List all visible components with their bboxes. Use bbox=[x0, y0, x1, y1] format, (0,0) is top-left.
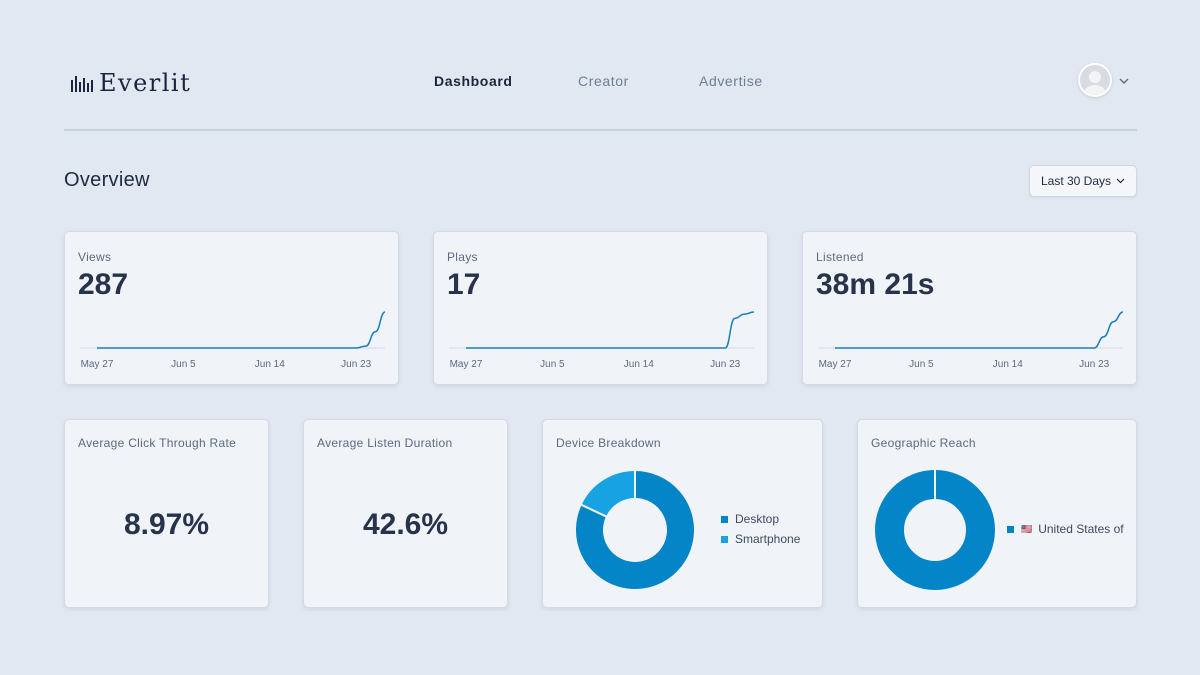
ctr-label: Average Click Through Rate bbox=[78, 436, 237, 450]
x-tick-label: May 27 bbox=[819, 359, 852, 370]
legend-label: United States of bbox=[1038, 522, 1124, 536]
geographic-reach-card: Geographic Reach 🇺🇸 United States of bbox=[857, 419, 1137, 608]
nav-advertise[interactable]: Advertise bbox=[699, 73, 763, 89]
x-tick-label: May 27 bbox=[81, 359, 114, 370]
plays-card: Plays 17 May 27 Jun 5 Jun 14 Jun 23 bbox=[433, 231, 768, 385]
plays-value: 17 bbox=[447, 268, 481, 301]
views-value: 287 bbox=[78, 268, 129, 301]
listen-duration-label: Average Listen Duration bbox=[317, 436, 453, 450]
legend-swatch bbox=[721, 535, 728, 543]
legend-swatch bbox=[721, 515, 728, 523]
chevron-down-icon bbox=[1116, 178, 1125, 184]
x-tick-label: Jun 14 bbox=[255, 359, 285, 370]
pie-slice-smartphone bbox=[579, 468, 636, 519]
series-line bbox=[466, 311, 755, 349]
main-nav: Dashboard Creator Advertise bbox=[0, 73, 1200, 93]
avatar[interactable] bbox=[1078, 63, 1112, 97]
views-sparkline: May 27 Jun 5 Jun 14 Jun 23 bbox=[80, 311, 386, 370]
chevron-down-icon[interactable] bbox=[1119, 77, 1129, 85]
geographic-reach-title: Geographic Reach bbox=[871, 436, 976, 450]
x-tick-label: Jun 14 bbox=[993, 359, 1023, 370]
nav-creator[interactable]: Creator bbox=[578, 73, 629, 89]
nav-dashboard[interactable]: Dashboard bbox=[434, 73, 513, 89]
x-tick-label: Jun 23 bbox=[341, 359, 371, 370]
legend-label: Smartphone bbox=[735, 532, 801, 546]
device-donut bbox=[574, 468, 696, 591]
page-title: Overview bbox=[64, 169, 150, 191]
legend-swatch bbox=[1007, 525, 1014, 533]
date-range-select[interactable]: Last 30 Days bbox=[1029, 165, 1137, 197]
ctr-value: 8.97% bbox=[123, 508, 210, 541]
legend-smartphone: Smartphone bbox=[721, 532, 800, 546]
us-flag-icon: 🇺🇸 bbox=[1021, 523, 1033, 534]
bars-logo-icon bbox=[71, 76, 93, 92]
x-tick-label: May 27 bbox=[450, 359, 483, 370]
x-tick-label: Jun 5 bbox=[909, 359, 934, 370]
x-tick-label: Jun 23 bbox=[710, 359, 740, 370]
ctr-card: Average Click Through Rate 8.97% bbox=[64, 419, 269, 608]
brand-name: Everlit bbox=[99, 69, 192, 97]
listen-duration-value: 42.6% bbox=[362, 508, 449, 541]
pie-slice-desktop bbox=[574, 468, 696, 591]
listened-card: Listened 38m 21s May 27 Jun 5 Jun 14 Jun 23 bbox=[802, 231, 1137, 385]
brand-logo[interactable]: Everlit bbox=[70, 68, 191, 98]
x-tick-label: Jun 23 bbox=[1079, 359, 1109, 370]
device-breakdown-title: Device Breakdown bbox=[556, 436, 661, 450]
listened-value: 38m 21s bbox=[816, 268, 935, 301]
x-tick-label: Jun 5 bbox=[171, 359, 196, 370]
listened-label: Listened bbox=[816, 250, 864, 264]
listen-duration-card: Average Listen Duration 42.6% bbox=[303, 419, 508, 608]
legend-label: Desktop bbox=[735, 512, 780, 526]
views-card: Views 287 May 27 Jun 5 Jun 14 Jun 23 bbox=[64, 231, 399, 385]
plays-label: Plays bbox=[447, 250, 478, 264]
plays-sparkline: May 27 Jun 5 Jun 14 Jun 23 bbox=[449, 311, 755, 370]
header-divider bbox=[64, 129, 1137, 131]
user-icon bbox=[1084, 71, 1106, 95]
page-bottom bbox=[0, 611, 1200, 675]
series-line bbox=[835, 311, 1124, 349]
x-tick-label: Jun 5 bbox=[540, 359, 565, 370]
x-tick-label: Jun 14 bbox=[624, 359, 654, 370]
series-line bbox=[96, 311, 386, 349]
geo-donut bbox=[875, 470, 995, 590]
date-range-label: Last 30 Days bbox=[1040, 174, 1112, 188]
legend-united-states: 🇺🇸 United States of bbox=[1007, 522, 1124, 536]
views-label: Views bbox=[78, 250, 112, 264]
device-breakdown-card: Device Breakdown Desktop Smartphone bbox=[542, 419, 823, 608]
listened-sparkline: May 27 Jun 5 Jun 14 Jun 23 bbox=[818, 311, 1124, 370]
legend-desktop: Desktop bbox=[721, 512, 779, 526]
